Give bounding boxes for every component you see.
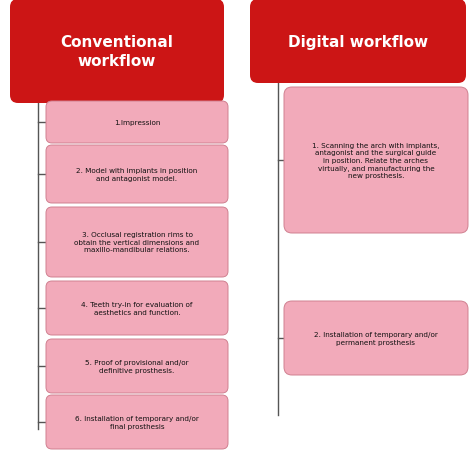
FancyBboxPatch shape: [46, 339, 228, 393]
Text: 2. Model with implants in position
and antagonist model.: 2. Model with implants in position and a…: [76, 168, 198, 182]
Text: 2. Installation of temporary and/or
permanent prosthesis: 2. Installation of temporary and/or perm…: [314, 332, 438, 345]
FancyBboxPatch shape: [46, 207, 228, 278]
FancyBboxPatch shape: [46, 146, 228, 203]
FancyBboxPatch shape: [284, 88, 468, 233]
Text: Digital workflow: Digital workflow: [288, 35, 428, 50]
Text: 6. Installation of temporary and/or
final prosthesis: 6. Installation of temporary and/or fina…: [75, 415, 199, 429]
FancyBboxPatch shape: [46, 395, 228, 449]
Text: 3. Occlusal registration rims to
obtain the vertical dimensions and
maxillo-mand: 3. Occlusal registration rims to obtain …: [74, 232, 200, 253]
Text: 1. Scanning the arch with implants,
antagonist and the surgical guide
in positio: 1. Scanning the arch with implants, anta…: [312, 143, 440, 179]
Text: Conventional
workflow: Conventional workflow: [61, 35, 173, 69]
FancyBboxPatch shape: [284, 301, 468, 375]
FancyBboxPatch shape: [10, 0, 224, 104]
FancyBboxPatch shape: [46, 281, 228, 335]
FancyBboxPatch shape: [250, 0, 466, 84]
FancyBboxPatch shape: [46, 102, 228, 144]
Text: 5. Proof of provisional and/or
definitive prosthesis.: 5. Proof of provisional and/or definitiv…: [85, 359, 189, 373]
Text: 4. Teeth try-in for evaluation of
aesthetics and function.: 4. Teeth try-in for evaluation of aesthe…: [82, 302, 193, 315]
Text: 1.Impression: 1.Impression: [114, 120, 160, 126]
